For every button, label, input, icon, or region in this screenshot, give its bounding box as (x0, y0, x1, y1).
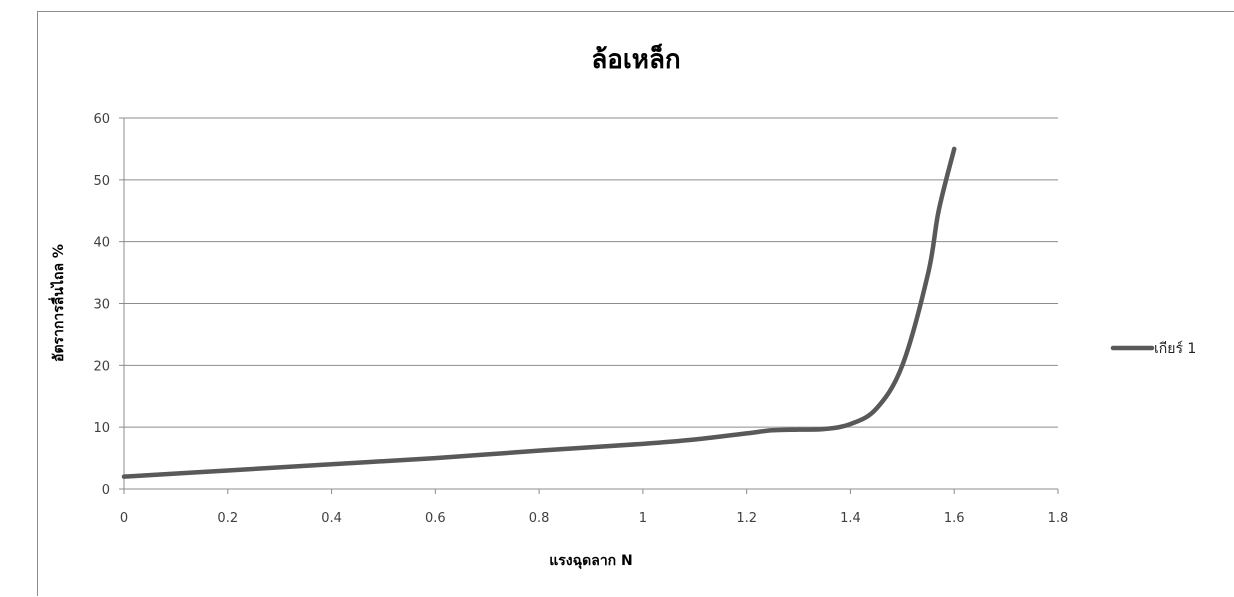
chart-frame: ล้อเหล็ก 0 10 20 30 40 50 60 0 0.2 0.4 0.6 0.8 1 1.2 1… (37, 11, 1234, 596)
y-tick-label: 60 (93, 112, 110, 127)
x-tick-label: 1 (639, 511, 647, 526)
x-tick-label: 1.8 (1048, 511, 1069, 526)
series-line-gear-1 (121, 146, 957, 479)
x-tick-label: 0.8 (529, 511, 550, 526)
axis-layer (119, 117, 1059, 494)
y-axis-label: อัตราการลื่นไถล % (48, 244, 67, 362)
y-tick-label: 40 (93, 236, 110, 251)
legend: เกียร์ 1 (1110, 340, 1196, 357)
x-tick-label: 1.6 (944, 511, 965, 526)
y-tick-label: 50 (93, 174, 110, 189)
x-tick-label: 1.2 (736, 511, 757, 526)
grid-layer (124, 117, 1058, 428)
x-tick-label: 0.2 (217, 511, 238, 526)
x-axis-label: แรงฉุดลาก N (549, 553, 633, 569)
tick-labels: 0 10 20 30 40 50 60 0 0.2 0.4 0.6 0.8 1 1.2 1.4 1.6 1.8 (93, 112, 1068, 526)
x-tick-label: 0 (120, 511, 128, 526)
chart-title: ล้อเหล็ก (591, 43, 680, 75)
series-layer (121, 146, 957, 479)
x-tick-label: 0.6 (425, 511, 446, 526)
y-tick-label: 0 (102, 483, 110, 498)
y-tick-label: 10 (93, 421, 110, 436)
x-tick-label: 0.4 (321, 511, 342, 526)
y-tick-label: 20 (93, 359, 110, 374)
legend-label-gear-1: เกียร์ 1 (1154, 340, 1196, 357)
line-chart: ล้อเหล็ก 0 10 20 30 40 50 60 0 0.2 0.4 0.6 0.8 1 1.2 1… (48, 43, 1196, 569)
y-tick-label: 30 (93, 298, 110, 313)
x-tick-label: 1.4 (840, 511, 861, 526)
